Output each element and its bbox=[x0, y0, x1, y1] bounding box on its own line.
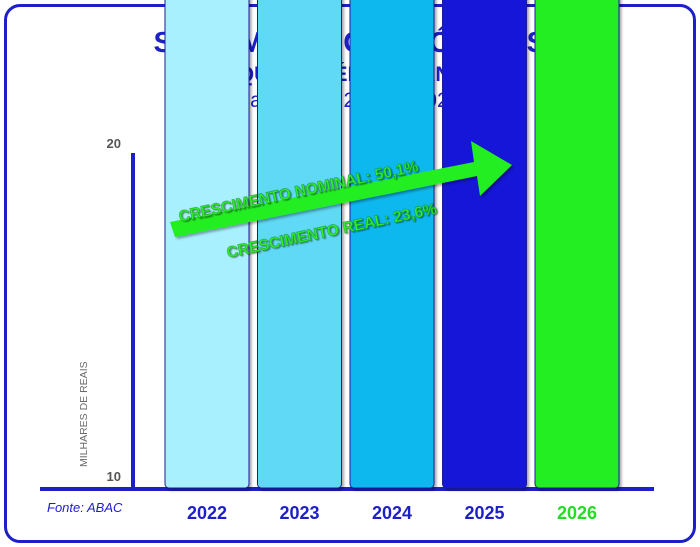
bar-2023 bbox=[257, 0, 342, 489]
x-tick-label-2023: 2023 bbox=[279, 503, 319, 523]
x-tick-label-2026: 2026 bbox=[557, 503, 597, 523]
bar-2025 bbox=[442, 0, 527, 489]
bar-2026 bbox=[534, 0, 620, 489]
bar-2022 bbox=[164, 0, 250, 489]
growth-arrow-shape bbox=[170, 141, 512, 237]
x-tick-label-2024: 2024 bbox=[372, 503, 412, 523]
y-tick-label: 10 bbox=[107, 469, 121, 484]
bar-2024 bbox=[349, 0, 435, 489]
x-tick-label-2022: 2022 bbox=[187, 503, 227, 523]
x-tick-label-2025: 2025 bbox=[464, 503, 504, 523]
source-label: Fonte: ABAC bbox=[47, 500, 123, 515]
y-tick-label: 20 bbox=[107, 136, 121, 151]
y-axis-label: MILHARES DE REAIS bbox=[78, 361, 90, 467]
growth-arrow bbox=[170, 141, 512, 237]
